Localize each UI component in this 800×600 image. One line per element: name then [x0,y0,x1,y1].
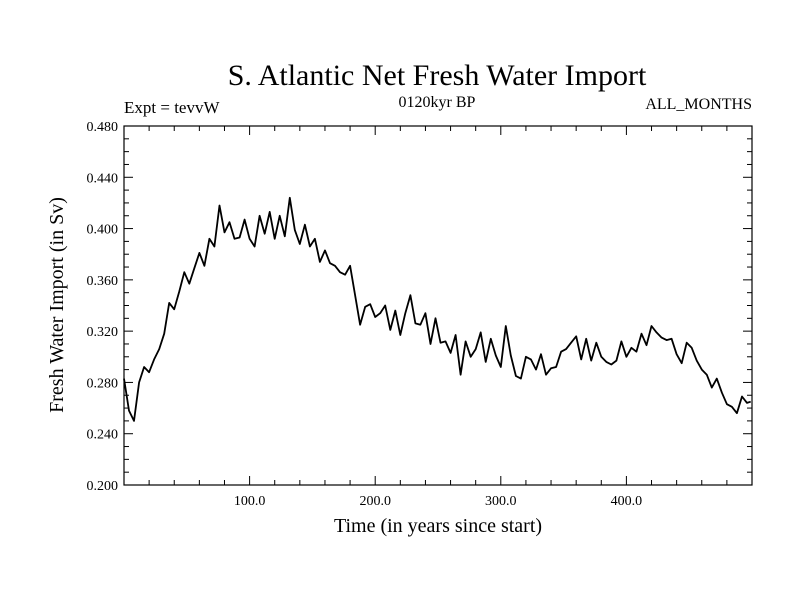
chart-subtitle-left: Expt = tevvW [124,98,220,117]
plot-frame [123,125,753,486]
chart-title: S. Atlantic Net Fresh Water Import [228,59,647,92]
y-tick-label: 0.480 [87,120,119,135]
y-tick-label: 0.200 [87,479,119,494]
x-tick-label: 300.0 [485,494,517,509]
series-layer [123,196,751,422]
y-tick-label: 0.440 [87,171,119,186]
y-tick-label: 0.280 [87,376,119,391]
chart-subtitle-center: 0120kyr BP [399,94,476,111]
x-tick-label: 200.0 [359,494,391,509]
axis-ticks: 0.200 0.240 0.280 0.320 0.360 0.400 0.440 0.480… [87,120,752,509]
y-tick-label: 0.400 [87,223,119,238]
x-axis-label: Time (in years since start) [334,515,542,537]
x-tick-label: 400.0 [611,494,643,509]
x-tick-label: 100.0 [234,494,266,509]
series-line [123,196,751,422]
y-tick-label: 0.360 [87,274,119,289]
y-axis-label: Fresh Water Import (in Sv) [46,197,68,413]
chart-subtitle-right: ALL_MONTHS [645,96,752,113]
y-tick-label: 0.320 [87,325,119,340]
y-tick-label: 0.240 [87,428,119,443]
